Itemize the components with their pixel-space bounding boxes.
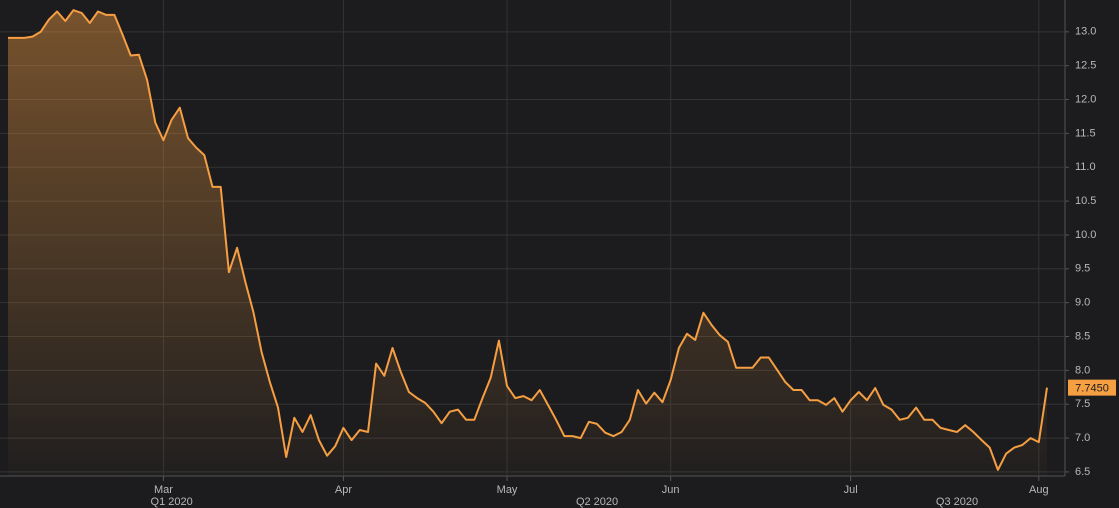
y-tick-label: 13.0 xyxy=(1075,26,1096,38)
y-tick-label: 11.0 xyxy=(1075,161,1096,173)
x-tick-label: Apr xyxy=(335,484,352,496)
y-tick-label: 9.0 xyxy=(1075,297,1090,309)
x-tick-label: Aug xyxy=(1029,484,1049,496)
last-value-box xyxy=(1068,379,1116,396)
quarter-label: Q3 2020 xyxy=(936,496,978,508)
y-tick-label: 11.5 xyxy=(1075,127,1096,139)
x-tick-label: Jul xyxy=(844,484,858,496)
y-tick-label: 6.5 xyxy=(1075,466,1090,478)
y-tick-label: 12.0 xyxy=(1075,93,1096,105)
y-tick-label: 12.5 xyxy=(1075,60,1096,72)
y-tick-label: 8.0 xyxy=(1075,364,1090,376)
y-tick-label: 10.5 xyxy=(1075,195,1096,207)
x-tick-label: Jun xyxy=(662,484,680,496)
x-tick-label: May xyxy=(497,484,518,496)
y-tick-label: 7.0 xyxy=(1075,432,1090,444)
line xyxy=(8,9,1048,471)
last-value-label: 7.7450 xyxy=(1075,383,1109,395)
quarter-label: Q1 2020 xyxy=(151,496,193,508)
y-tick-label: 9.5 xyxy=(1075,263,1090,275)
x-tick-label: Mar xyxy=(154,484,173,496)
y-tick-label: 8.5 xyxy=(1075,330,1090,342)
quarter-label: Q2 2020 xyxy=(576,496,618,508)
y-tick-label: 7.5 xyxy=(1075,398,1090,410)
y-tick-label: 10.0 xyxy=(1075,229,1096,241)
